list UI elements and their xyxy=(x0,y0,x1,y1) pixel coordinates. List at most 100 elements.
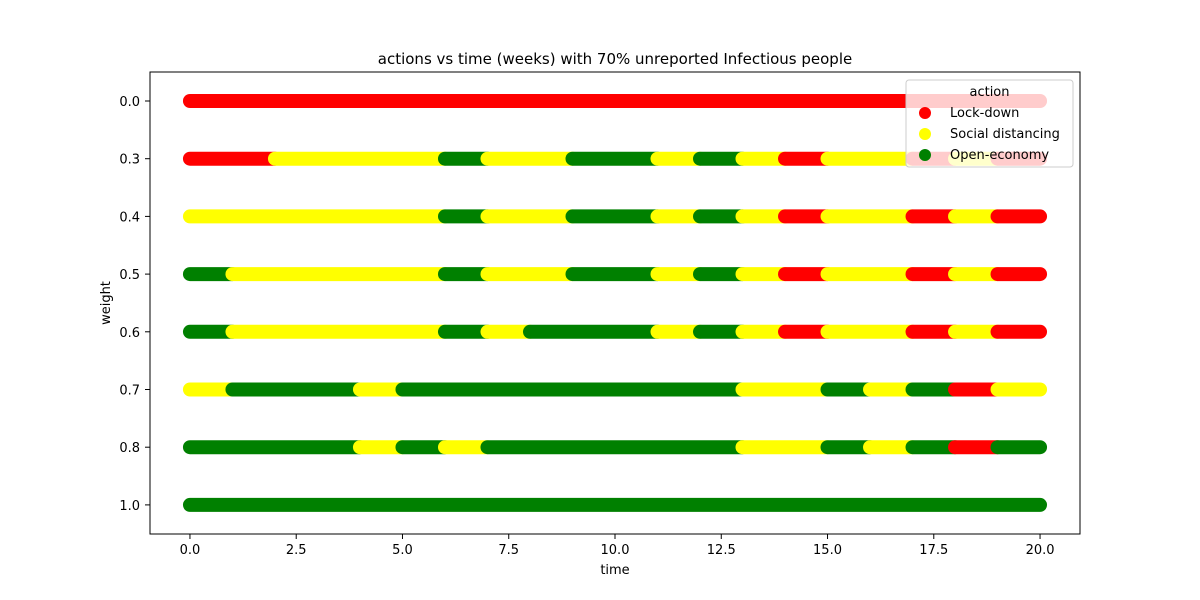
segment-0.8-1 xyxy=(352,440,410,455)
segment-0.4-3 xyxy=(565,209,665,224)
series-weight-0.6 xyxy=(182,324,1048,339)
segment-0.4-7 xyxy=(778,209,835,224)
segment-0.5-7 xyxy=(735,267,793,282)
segment-0.5-0 xyxy=(182,267,240,282)
segment-0.5-5 xyxy=(650,267,707,282)
legend-entries: Lock-down Social distancing Open-economy xyxy=(919,106,1060,163)
segment-0.3-1 xyxy=(267,151,452,166)
segment-0.6-1 xyxy=(225,324,452,339)
x-tick-label: 17.5 xyxy=(919,543,948,558)
legend-entry-label: Social distancing xyxy=(950,127,1060,142)
x-tick-label: 15.0 xyxy=(813,543,842,558)
chart-title: actions vs time (weeks) with 70% unrepor… xyxy=(378,50,852,68)
y-tick-label: 0.5 xyxy=(119,268,140,283)
segment-0.6-10 xyxy=(905,324,963,339)
segment-0.8-3 xyxy=(437,440,495,455)
segment-0.5-8 xyxy=(778,267,835,282)
y-tick-label: 0.7 xyxy=(119,384,140,399)
segment-0.7-0 xyxy=(182,382,240,397)
legend-title: action xyxy=(969,85,1009,100)
segment-0.8-5 xyxy=(735,440,835,455)
series-weight-1.0 xyxy=(182,497,1048,512)
segment-0.4-8 xyxy=(820,209,920,224)
x-tick-label: 20.0 xyxy=(1026,543,1055,558)
legend-box xyxy=(905,79,1074,168)
segment-0.6-3 xyxy=(480,324,537,339)
y-tick-label: 0.0 xyxy=(119,95,140,110)
x-axis: 0.0 2.5 5.0 7.5 10.0 12.5 15.0 17.5 20.0 xyxy=(180,534,1055,558)
segment-0.8-2 xyxy=(395,440,452,455)
series-weight-0.8 xyxy=(182,440,1048,455)
segment-0.7-4 xyxy=(735,382,835,397)
x-tick-label: 10.0 xyxy=(601,543,630,558)
y-axis-label: weight xyxy=(99,281,114,325)
segment-0.5-12 xyxy=(990,267,1048,282)
legend-entry-label: Lock-down xyxy=(950,106,1019,121)
legend-marker xyxy=(919,149,931,161)
segment-0.4-4 xyxy=(650,209,707,224)
legend: action Lock-down Social distancing Open-ec… xyxy=(905,79,1074,168)
legend-entry-label: Open-economy xyxy=(950,148,1049,163)
segment-0.3-8 xyxy=(778,151,835,166)
segment-0.6-5 xyxy=(650,324,707,339)
segment-0.8-0 xyxy=(182,440,367,455)
y-tick-label: 1.0 xyxy=(119,499,140,514)
segment-0.6-4 xyxy=(522,324,665,339)
y-tick-label: 0.8 xyxy=(119,441,140,456)
segment-0.6-7 xyxy=(735,324,793,339)
segment-0.5-11 xyxy=(948,267,1005,282)
segment-0.7-2 xyxy=(352,382,410,397)
segment-0.8-6 xyxy=(820,440,878,455)
series-weight-0.5 xyxy=(182,267,1048,282)
segment-0.3-4 xyxy=(565,151,665,166)
legend-marker xyxy=(919,128,931,140)
segment-0.5-9 xyxy=(820,267,920,282)
segment-0.8-7 xyxy=(863,440,920,455)
segment-0.3-0 xyxy=(182,151,282,166)
series-weight-0.0 xyxy=(182,94,1048,108)
segment-0.5-4 xyxy=(565,267,665,282)
segment-0.5-2 xyxy=(437,267,495,282)
segment-0.7-7 xyxy=(905,382,963,397)
segment-0.4-10 xyxy=(948,209,1005,224)
segment-0.5-6 xyxy=(693,267,750,282)
segment-0.3-7 xyxy=(735,151,793,166)
segment-0.5-10 xyxy=(905,267,963,282)
segment-0.6-2 xyxy=(437,324,495,339)
segment-0.6-6 xyxy=(693,324,750,339)
segment-0.7-1 xyxy=(225,382,367,397)
segment-0.6-8 xyxy=(778,324,835,339)
segment-0.3-3 xyxy=(480,151,580,166)
segment-0.3-2 xyxy=(437,151,495,166)
y-axis: 0.0 0.3 0.4 0.5 0.6 0.7 0.8 1.0 xyxy=(119,95,150,514)
segment-0.8-10 xyxy=(990,440,1048,455)
segment-0.6-9 xyxy=(820,324,920,339)
y-tick-label: 0.6 xyxy=(119,326,140,341)
segment-0.6-0 xyxy=(182,324,240,339)
segment-0.7-6 xyxy=(863,382,920,397)
segment-0.6-12 xyxy=(990,324,1048,339)
segment-0.3-5 xyxy=(650,151,707,166)
x-axis-label: time xyxy=(600,563,629,578)
segment-0.5-1 xyxy=(225,267,452,282)
segment-1.0-0 xyxy=(182,497,1048,512)
segment-0.4-2 xyxy=(480,209,580,224)
x-tick-label: 12.5 xyxy=(707,543,736,558)
segment-0.7-3 xyxy=(395,382,750,397)
segment-0.5-3 xyxy=(480,267,580,282)
legend-marker xyxy=(919,107,931,119)
segment-0.4-11 xyxy=(990,209,1048,224)
segment-0.4-9 xyxy=(905,209,963,224)
segment-0.7-9 xyxy=(990,382,1048,397)
x-tick-label: 2.5 xyxy=(286,543,307,558)
segment-0.3-9 xyxy=(820,151,920,166)
segment-0.8-8 xyxy=(905,440,963,455)
segment-0.7-5 xyxy=(820,382,878,397)
segment-0.6-11 xyxy=(948,324,1005,339)
series-weight-0.4 xyxy=(182,209,1048,224)
segment-0.3-6 xyxy=(693,151,750,166)
segment-0.4-6 xyxy=(735,209,793,224)
x-tick-label: 0.0 xyxy=(180,543,201,558)
segment-0.8-9 xyxy=(948,440,1005,455)
